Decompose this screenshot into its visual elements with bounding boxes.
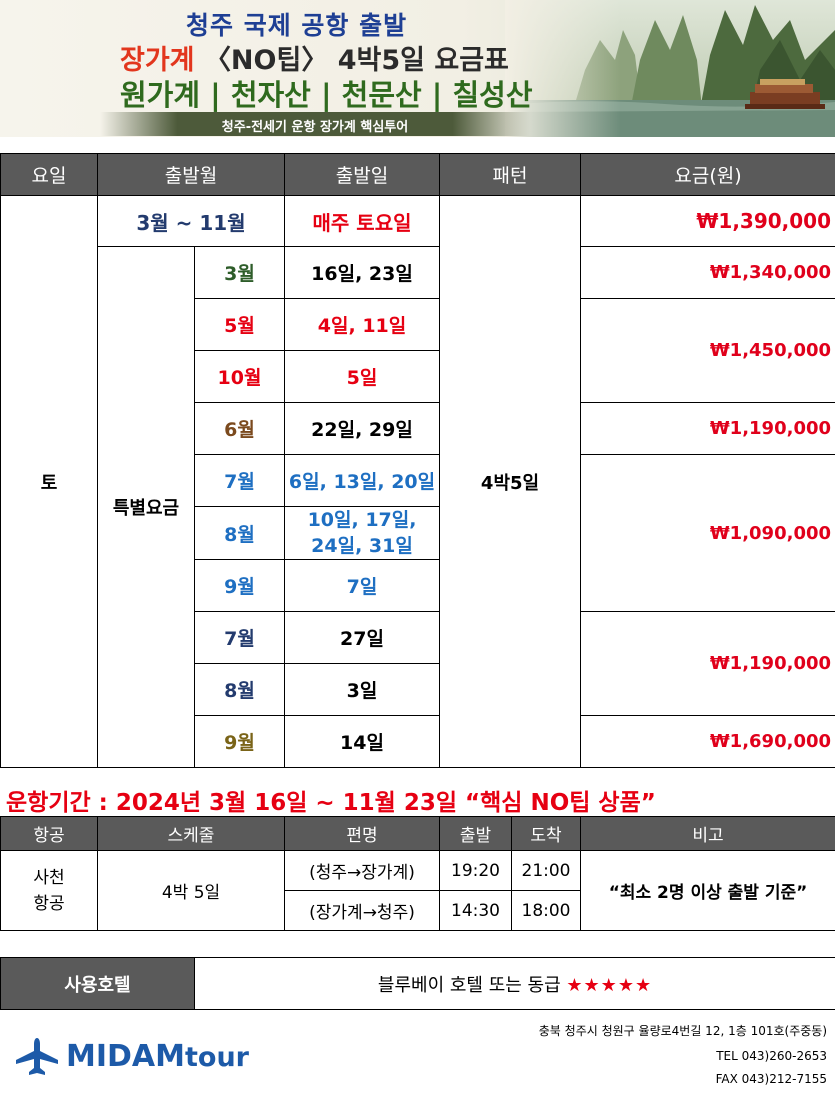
schedule-cell: 4박 5일: [97, 850, 285, 931]
tour-banner: 청주 국제 공항 출발 장가계 〈NO팁〉 4박5일 요금표 원가계 | 천자산…: [0, 0, 835, 137]
month-cell: 9월: [193, 715, 286, 768]
flight-row: 사천 항공 4박 5일 (청주→장가계) 19:20 21:00 “최소 2명 …: [0, 850, 835, 931]
dates-cell: 14일: [284, 715, 441, 768]
month-cell: 8월: [193, 663, 286, 716]
company-tel: TEL 043)260-2653: [716, 1049, 827, 1063]
price-cell: ₩1,450,000: [580, 298, 835, 403]
table-row: 9월 14일 ₩1,690,000: [1, 715, 835, 768]
star-rating-icon: ★★★★★: [566, 974, 653, 996]
table-row: 8월 3일: [1, 663, 835, 716]
dates-cell: 27일: [284, 611, 441, 664]
airline-cell: 사천 항공: [0, 850, 98, 931]
banner-destination: 장가계: [120, 45, 195, 76]
flight-header-row: 항공 스케줄 편명 출발 도착 비고: [0, 816, 835, 851]
logo-text: MIDAMtour: [66, 1039, 249, 1074]
day-cell: 토: [0, 195, 98, 768]
banner-departure-title: 청주 국제 공항 출발: [186, 11, 408, 40]
hotel-name: 블루베이 호텔 또는 동급: [377, 974, 561, 996]
header-arrive: 도착: [511, 816, 581, 851]
header-departure-month: 출발월: [96, 153, 286, 196]
dates-cell: 3일: [284, 663, 441, 716]
dates-cell: 6일, 13일, 20일: [284, 454, 441, 507]
fare-table: 요일 출발월 출발일 패턴 요금(원) 토 3월 ~ 11월 매주 토요일 4박…: [0, 153, 835, 768]
hotel-row: 사용호텔 블루베이 호텔 또는 동급 ★★★★★: [0, 957, 835, 1010]
header-price: 요금(원): [580, 153, 835, 196]
arrive-cell: 21:00: [511, 850, 581, 891]
price-cell: ₩1,190,000: [580, 611, 835, 716]
operation-period: 운항기간 : 2024년 3월 16일 ~ 11월 23일 “핵심 NO팁 상품…: [6, 790, 656, 816]
arrive-cell: 18:00: [511, 890, 581, 931]
depart-cell: 14:30: [439, 890, 512, 931]
price-cell: ₩1,690,000: [580, 715, 835, 768]
table-row: 9월 7일: [1, 559, 835, 612]
header-remarks: 비고: [580, 816, 835, 851]
month-cell: 8월: [193, 506, 286, 560]
table-row: 5월 4일, 11일 ₩1,450,000: [1, 298, 835, 403]
table-row: 6월 22일, 29일 ₩1,190,000: [1, 402, 835, 455]
midamtour-logo: MIDAMtour: [14, 1031, 249, 1081]
pattern-cell: 4박5일: [439, 195, 582, 768]
flight-table: 항공 스케줄 편명 출발 도착 비고 사천 항공 4박 5일 (청주→장가계) …: [0, 816, 835, 931]
month-cell: 5월: [193, 298, 286, 351]
route-cell: (청주→장가계): [284, 850, 440, 891]
month-cell: 10월: [193, 350, 286, 403]
header-departure-date: 출발일: [284, 153, 441, 196]
banner-ribbon: 청주-전세기 운항 장가계 핵심투어: [100, 112, 530, 136]
flight-row: (장가계→청주) 14:30 18:00: [1, 890, 835, 931]
hotel-label: 사용호텔: [0, 957, 195, 1010]
dates-cell: 22일, 29일: [284, 402, 441, 455]
price-cell: ₩1,340,000: [580, 246, 835, 299]
logo-suffix: tour: [185, 1041, 249, 1073]
header-schedule: 스케줄: [97, 816, 285, 851]
banner-ribbon-text: 청주-전세기 운항 장가계 핵심투어: [221, 120, 409, 135]
month-cell: 6월: [193, 402, 286, 455]
regular-price: ₩1,390,000: [580, 195, 835, 247]
special-fare-label: 특별요금: [97, 246, 195, 768]
header-flight: 편명: [284, 816, 440, 851]
price-cell: ₩1,090,000: [580, 454, 835, 612]
month-cell: 7월: [193, 454, 286, 507]
hotel-value: 블루베이 호텔 또는 동급 ★★★★★: [194, 957, 835, 1010]
month-cell: 3월: [193, 246, 286, 299]
depart-cell: 19:20: [439, 850, 512, 891]
table-row: 7월 6일, 13일, 20일 ₩1,090,000: [1, 454, 835, 612]
regular-dates: 매주 토요일: [284, 195, 441, 247]
regular-months: 3월 ~ 11월: [96, 195, 286, 247]
airline-name-line2: 항공: [33, 893, 65, 914]
header-depart: 출발: [439, 816, 512, 851]
header-pattern: 패턴: [439, 153, 582, 196]
table-row: 10월 5일: [1, 350, 835, 403]
month-cell: 7월: [193, 611, 286, 664]
hotel-table: 사용호텔 블루베이 호텔 또는 동급 ★★★★★: [0, 957, 835, 1010]
table-row: 특별요금 3월 16일, 23일 ₩1,340,000: [1, 246, 835, 768]
remarks-cell: “최소 2명 이상 출발 기준”: [580, 850, 835, 931]
karst-landscape-image: [505, 0, 835, 137]
fare-table-header-row: 요일 출발월 출발일 패턴 요금(원): [0, 153, 835, 196]
dates-cell: 7일: [284, 559, 441, 612]
header-day: 요일: [0, 153, 98, 196]
company-fax: FAX 043)212-7155: [715, 1072, 827, 1086]
dates-cell: 5일: [284, 350, 441, 403]
logo-main: MIDAM: [66, 1038, 185, 1074]
company-address: 충북 청주시 청원구 율량로4번길 12, 1층 101호(주중동): [538, 1024, 827, 1038]
banner-attractions: 원가계 | 천자산 | 천문산 | 칠성산: [120, 78, 533, 112]
dates-cell: 4일, 11일: [284, 298, 441, 351]
price-cell: ₩1,190,000: [580, 402, 835, 455]
airplane-icon: [16, 1038, 58, 1075]
month-cell: 9월: [193, 559, 286, 612]
header-airline: 항공: [0, 816, 98, 851]
banner-product-title: 장가계 〈NO팁〉 4박5일 요금표: [120, 38, 509, 77]
airline-name-line1: 사천: [33, 867, 65, 888]
table-row: 토 3월 ~ 11월 매주 토요일 4박5일 ₩1,390,000: [0, 195, 835, 768]
dates-cell: 10일, 17일, 24일, 31일: [284, 506, 441, 560]
dates-cell: 16일, 23일: [284, 246, 441, 299]
route-cell: (장가계→청주): [284, 890, 440, 931]
banner-subtitle: 〈NO팁〉 4박5일 요금표: [203, 45, 509, 76]
